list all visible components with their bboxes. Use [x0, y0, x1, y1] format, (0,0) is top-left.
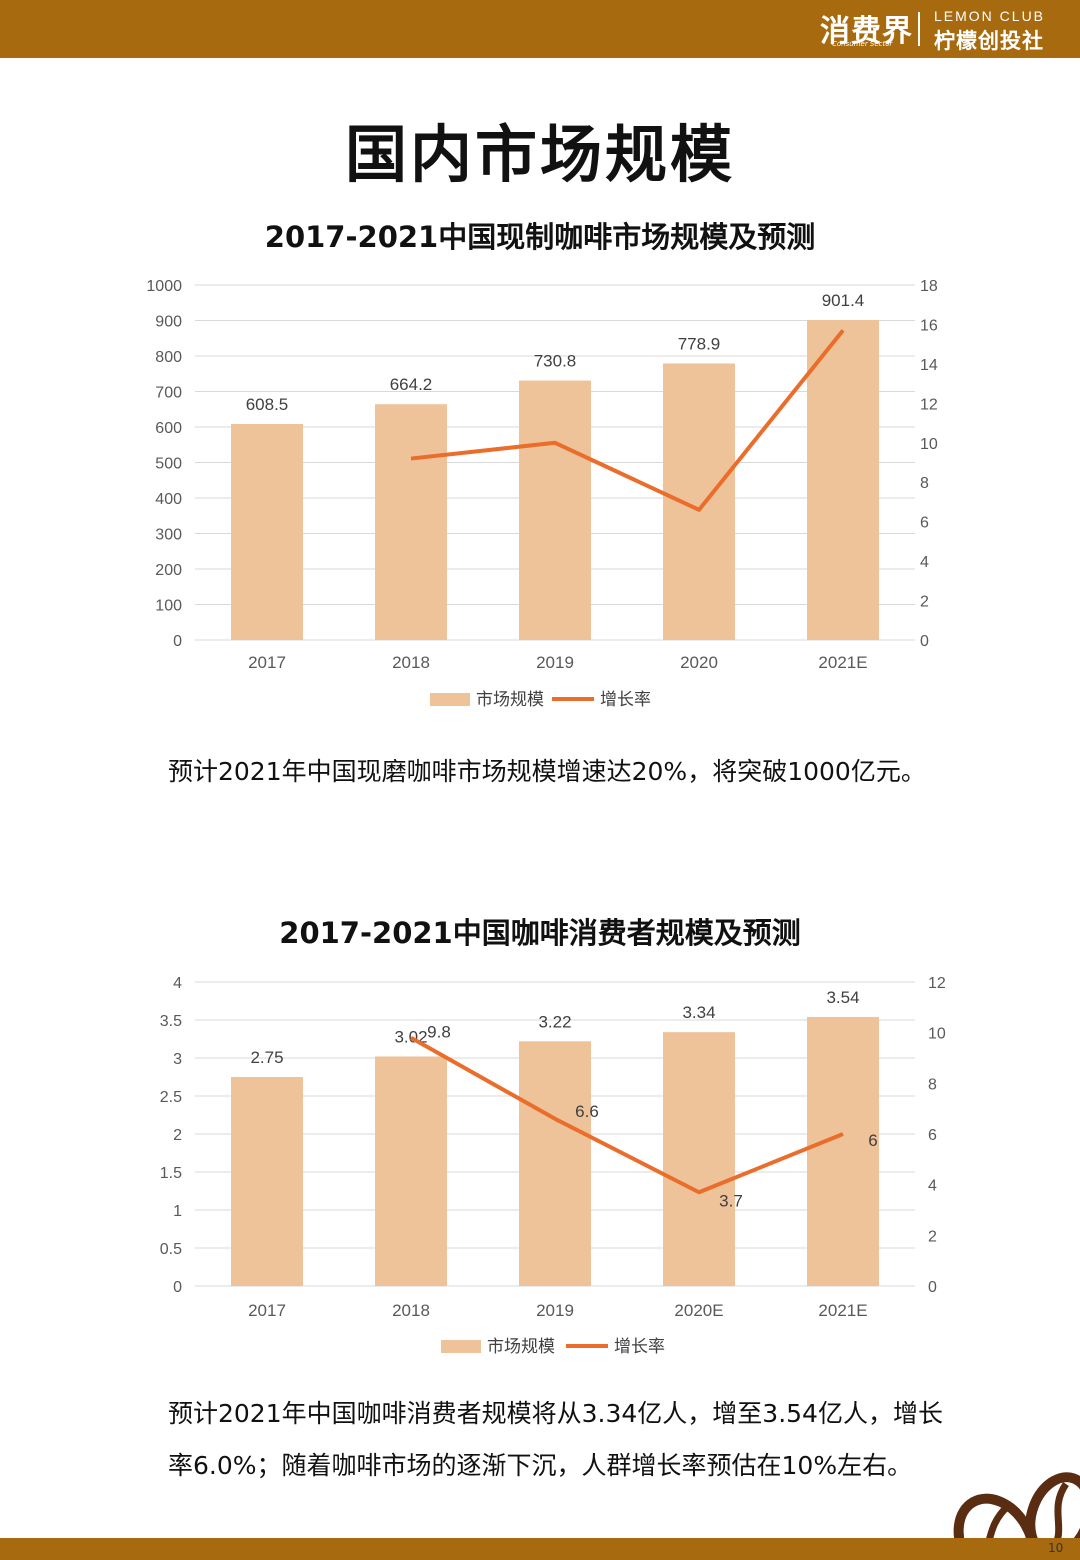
- bar-value-label: 901.4: [822, 291, 865, 310]
- legend-bar-label: 市场规模: [476, 690, 544, 710]
- y-right-tick-label: 16: [920, 317, 938, 334]
- y-left-tick-label: 1: [173, 1203, 182, 1220]
- chart-2-consumer-size: 00.511.522.533.540246810122.7520173.0220…: [160, 975, 946, 1357]
- y-right-tick-label: 0: [928, 1279, 937, 1296]
- y-left-tick-label: 700: [155, 385, 182, 402]
- y-right-tick-label: 12: [928, 975, 946, 992]
- y-right-tick-label: 10: [928, 1026, 946, 1043]
- lemon-club-en: LEMON CLUB: [934, 8, 1046, 24]
- x-tick-label: 2017: [248, 1301, 286, 1320]
- line-value-label: 3.7: [719, 1191, 743, 1210]
- y-left-tick-label: 300: [155, 527, 182, 544]
- bar: [519, 1041, 591, 1286]
- y-left-tick-label: 800: [155, 349, 182, 366]
- x-tick-label: 2020E: [674, 1301, 723, 1320]
- y-right-tick-label: 10: [920, 436, 938, 453]
- bar-value-label: 2.75: [250, 1048, 283, 1067]
- y-right-tick-label: 12: [920, 396, 938, 413]
- bar: [663, 363, 735, 640]
- line-value-label: 6.6: [575, 1102, 599, 1121]
- y-right-tick-label: 2: [928, 1228, 937, 1245]
- legend-bar-swatch: [430, 693, 470, 706]
- chart-2-note: 预计2021年中国咖啡消费者规模将从3.34亿人，增至3.54亿人，增长率6.0…: [168, 1399, 943, 1480]
- bar-value-label: 3.22: [538, 1012, 571, 1031]
- brand-divider: [918, 12, 920, 46]
- y-left-tick-label: 0.5: [160, 1241, 182, 1258]
- y-right-tick-label: 4: [928, 1178, 937, 1195]
- bar: [375, 1056, 447, 1286]
- chart-1-market-size: 0 100 200 300 400 500 600 700 800 900 1000 0 2 4 6 8 10 1…: [146, 278, 938, 710]
- y-left-tick-label: 400: [155, 491, 182, 508]
- bar-value-label: 608.5: [246, 395, 289, 414]
- x-tick-label: 2019: [536, 1301, 574, 1320]
- page-number: 10: [1048, 1541, 1064, 1555]
- y-left-tick-label: 4: [173, 975, 182, 992]
- legend-line-label: 增长率: [614, 1337, 665, 1357]
- y-left-tick-label: 500: [155, 456, 182, 473]
- y-left-tick-label: 900: [155, 314, 182, 331]
- chart-1-title: 2017-2021中国现制咖啡市场规模及预测: [264, 220, 816, 254]
- lemon-club-cn: 柠檬创投社: [934, 29, 1044, 53]
- legend-bar-label: 市场规模: [487, 1337, 555, 1357]
- growth-line: [410, 329, 845, 512]
- y-left-tick-label: 0: [173, 633, 182, 650]
- x-tick-label: 2019: [536, 653, 574, 672]
- growth-line: [410, 1035, 844, 1195]
- bar-value-label: 778.9: [678, 334, 721, 353]
- legend-line-label: 增长率: [600, 690, 651, 710]
- bar-value-label: 3.54: [826, 988, 859, 1007]
- x-tick-label: 2017: [248, 653, 286, 672]
- y-right-tick-label: 4: [920, 554, 929, 571]
- bar: [231, 423, 303, 640]
- brand-logo-cn: 消费界: [820, 14, 913, 49]
- y-right-tick-label: 14: [920, 357, 938, 374]
- chart-2-title: 2017-2021中国咖啡消费者规模及预测: [279, 916, 801, 950]
- x-tick-label: 2018: [392, 653, 430, 672]
- x-tick-label: 2021E: [818, 653, 867, 672]
- bar: [375, 404, 447, 640]
- y-left-tick-label: 1000: [146, 278, 182, 295]
- y-left-tick-label: 3: [173, 1051, 182, 1068]
- y-left-tick-label: 3.5: [160, 1013, 182, 1030]
- chart-1-note: 预计2021年中国现磨咖啡市场规模增速达20%，将突破1000亿元。: [168, 757, 926, 786]
- x-tick-label: 2021E: [818, 1301, 867, 1320]
- y-right-tick-label: 6: [928, 1127, 937, 1144]
- bar: [807, 320, 879, 640]
- y-left-tick-label: 600: [155, 420, 182, 437]
- y-left-tick-label: 100: [155, 598, 182, 615]
- bar: [663, 1032, 735, 1286]
- y-left-tick-label: 2: [173, 1127, 182, 1144]
- y-left-tick-label: 1.5: [160, 1165, 182, 1182]
- bar-value-label: 3.34: [682, 1003, 715, 1022]
- y-right-tick-label: 2: [920, 594, 929, 611]
- brand-logo-en: Consumer Sector: [832, 40, 893, 48]
- bar-value-label: 664.2: [390, 375, 433, 394]
- y-left-tick-label: 2.5: [160, 1089, 182, 1106]
- bar: [807, 1016, 879, 1286]
- line-value-label: 9.8: [427, 1023, 451, 1042]
- x-tick-label: 2018: [392, 1301, 430, 1320]
- y-left-tick-label: 200: [155, 562, 182, 579]
- y-right-tick-label: 8: [928, 1076, 937, 1093]
- y-right-tick-label: 18: [920, 278, 938, 295]
- footer-bar: [0, 1538, 1080, 1560]
- y-right-tick-label: 0: [920, 633, 929, 650]
- y-right-tick-label: 6: [920, 515, 929, 532]
- bar-value-label: 730.8: [534, 352, 577, 371]
- page-title: 国内市场规模: [344, 118, 735, 191]
- y-left-tick-label: 0: [173, 1279, 182, 1296]
- bar: [519, 380, 591, 640]
- header-bar: 消费界 Consumer Sector LEMON CLUB 柠檬创投社: [0, 0, 1080, 58]
- bar: [231, 1077, 303, 1286]
- x-tick-label: 2020: [680, 653, 718, 672]
- y-right-tick-label: 8: [920, 475, 929, 492]
- legend-bar-swatch: [441, 1340, 481, 1353]
- line-value-label: 6: [868, 1131, 877, 1150]
